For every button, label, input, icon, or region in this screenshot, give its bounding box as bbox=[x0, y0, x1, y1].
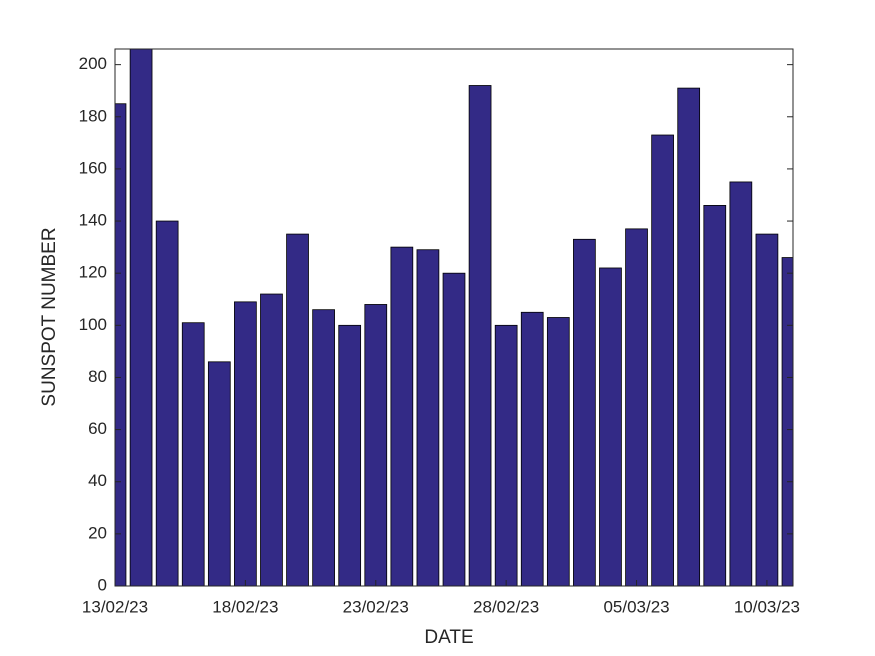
bar bbox=[115, 103, 127, 586]
bar bbox=[260, 293, 283, 586]
y-tick-label: 100 bbox=[79, 315, 107, 334]
bar bbox=[390, 246, 414, 586]
y-tick-label: 160 bbox=[79, 158, 107, 177]
bar bbox=[546, 317, 570, 586]
bar bbox=[625, 228, 648, 586]
y-tick-label: 80 bbox=[88, 367, 107, 386]
bar bbox=[234, 301, 257, 586]
bar bbox=[573, 238, 596, 586]
y-tick-label: 20 bbox=[88, 523, 107, 542]
bar bbox=[181, 322, 205, 586]
x-tick-label: 18/02/23 bbox=[212, 597, 278, 616]
bar bbox=[207, 361, 231, 586]
bar bbox=[312, 309, 335, 586]
bar bbox=[129, 49, 153, 586]
bar bbox=[703, 205, 727, 586]
bar bbox=[155, 220, 179, 586]
bar bbox=[338, 324, 362, 586]
x-tick-label: 28/02/23 bbox=[473, 597, 539, 616]
bar bbox=[729, 181, 753, 586]
bar bbox=[755, 233, 779, 586]
bar bbox=[599, 267, 622, 586]
x-tick-label: 13/02/23 bbox=[82, 597, 148, 616]
y-tick-label: 60 bbox=[88, 419, 107, 438]
bar bbox=[468, 85, 492, 586]
y-tick-label: 0 bbox=[98, 575, 107, 594]
bar bbox=[442, 272, 466, 586]
bar bbox=[364, 304, 388, 586]
bar bbox=[651, 134, 674, 586]
y-axis-label: SUNSPOT NUMBER bbox=[39, 227, 60, 406]
axes-box bbox=[114, 48, 794, 587]
x-tick-label: 23/02/23 bbox=[343, 597, 409, 616]
y-tick-label: 140 bbox=[79, 211, 107, 230]
bar bbox=[677, 87, 701, 586]
y-tick-label: 200 bbox=[79, 54, 107, 73]
y-tick-label: 120 bbox=[79, 263, 107, 282]
bar bbox=[520, 311, 544, 586]
x-tick-label: 05/03/23 bbox=[603, 597, 669, 616]
bar bbox=[416, 249, 440, 586]
bar bbox=[494, 324, 518, 586]
x-tick-label: 10/03/23 bbox=[734, 597, 800, 616]
y-tick-label: 180 bbox=[79, 106, 107, 125]
y-tick-label: 40 bbox=[88, 471, 107, 490]
bar bbox=[286, 233, 309, 586]
x-axis-label: DATE bbox=[424, 627, 473, 648]
bars bbox=[115, 49, 793, 586]
